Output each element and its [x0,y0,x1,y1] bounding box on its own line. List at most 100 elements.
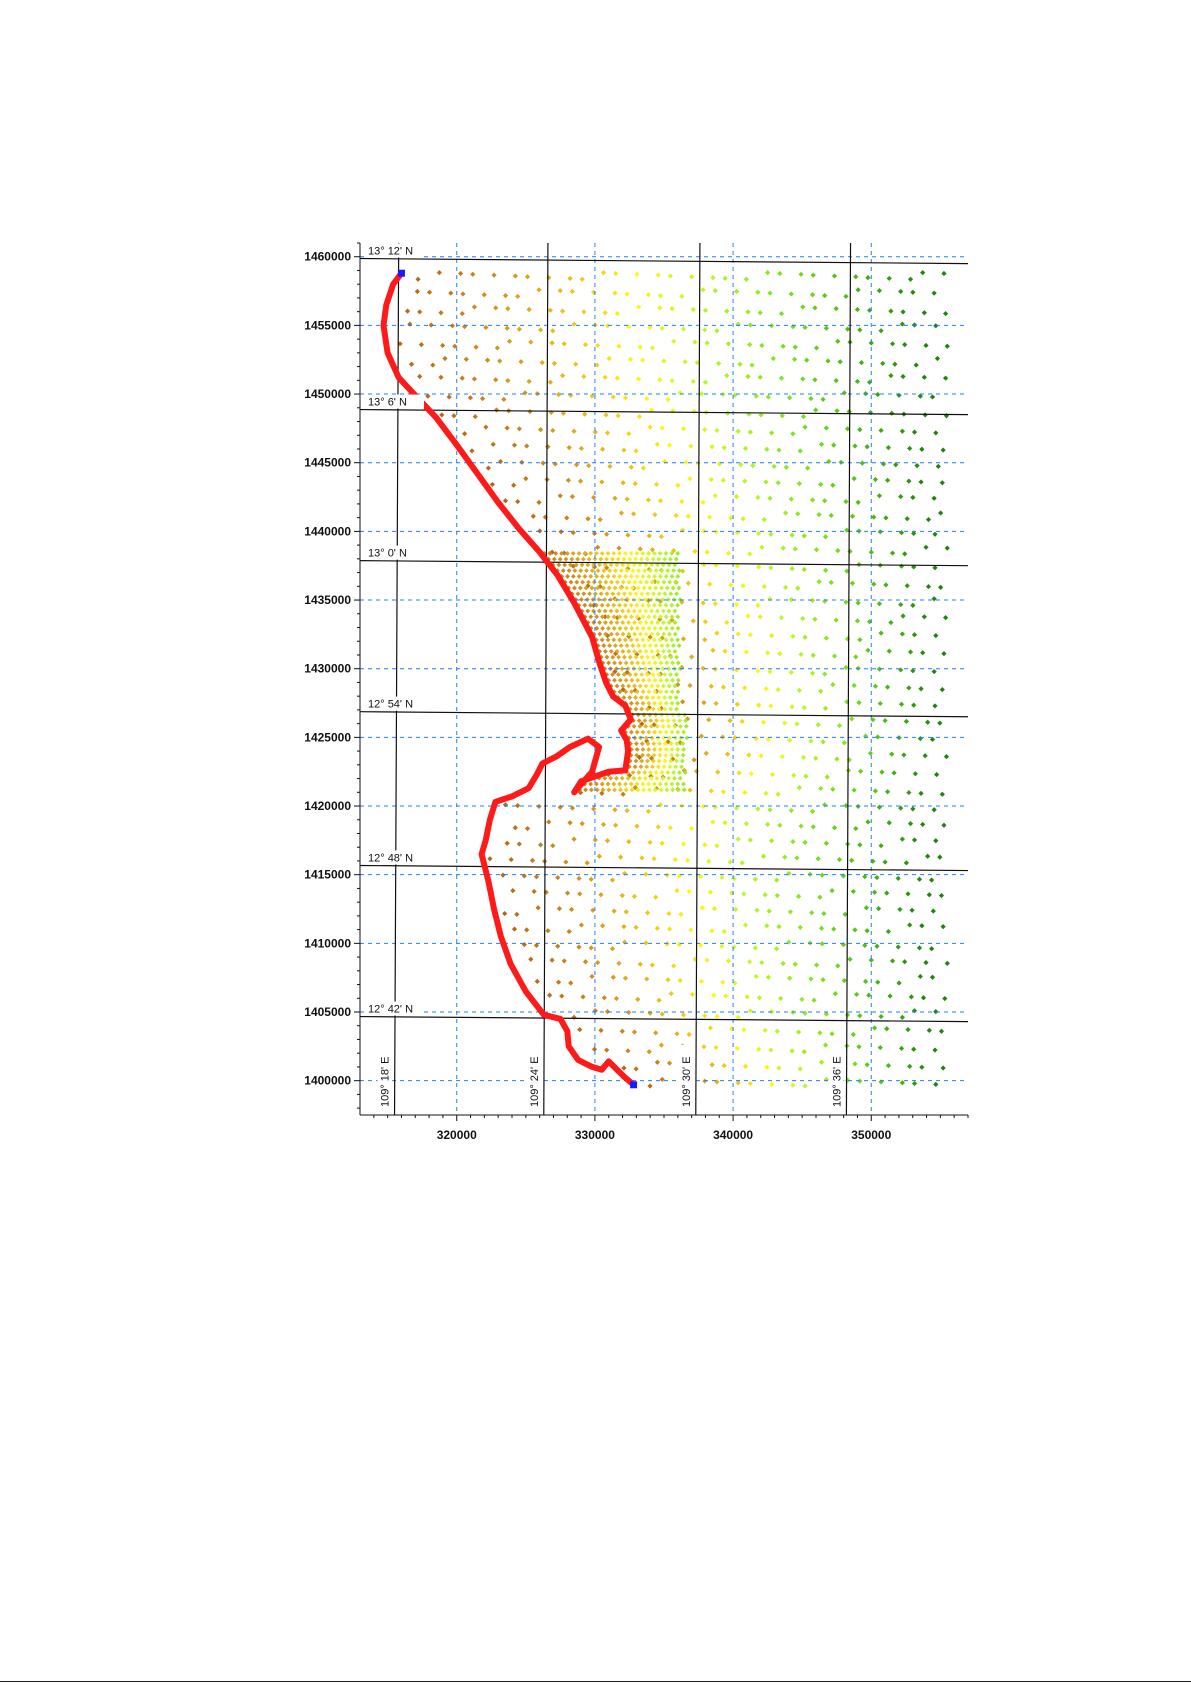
depth-point [552,461,558,467]
depth-point [548,409,554,416]
depth-point [769,1081,775,1087]
depth-point [622,870,628,877]
depth-point [633,924,639,931]
depth-point [577,585,583,591]
depth-point [889,958,896,964]
depth-point [602,620,608,625]
depth-point [812,305,818,311]
depth-point [483,424,489,430]
depth-point [853,654,859,660]
depth-point [918,686,924,692]
depth-point [681,781,686,787]
depth-point [795,893,802,899]
latitude-label-background [366,243,424,258]
depth-point [933,1081,939,1087]
depth-point [608,620,614,625]
depth-point [679,498,685,505]
depth-point [540,460,546,466]
depth-point [680,1012,687,1018]
depth-point [847,548,853,555]
longitude-label-background [678,1045,693,1109]
depth-point [484,357,491,363]
depth-point [802,634,808,640]
depth-point [931,807,937,813]
depth-point [604,1008,611,1015]
depth-point [885,1062,892,1069]
depth-point [676,873,682,879]
depth-point [621,447,627,453]
depth-point [834,756,840,762]
depth-point [657,292,664,299]
depth-point [680,741,686,747]
depth-point [931,596,937,602]
depth-point [657,574,663,579]
depth-point [646,637,652,643]
depth-point [900,613,906,619]
depth-point [778,310,785,317]
depth-point [857,427,863,433]
depth-point [804,465,811,471]
depth-point [759,544,765,550]
depth-point [553,550,559,556]
depth-point [933,323,939,329]
depth-point [643,608,649,614]
depth-point [713,529,719,535]
depth-point [908,994,914,1000]
depth-point [738,462,744,468]
depth-point [631,562,637,568]
depth-point [669,781,675,787]
depth-point [922,753,928,759]
depth-point [533,874,540,880]
depth-point [674,758,679,764]
depth-point [675,550,681,556]
depth-point [745,309,751,315]
depth-point [614,310,620,317]
latitude-line [360,1015,968,1023]
depth-point [580,579,586,585]
depth-point [657,752,663,758]
depth-point [666,910,672,917]
depth-point [816,579,822,585]
depth-point [646,533,652,539]
y-tick-label: 1445000 [304,456,351,470]
depth-point [407,321,413,327]
depth-point [577,478,584,484]
depth-point [549,340,555,346]
depth-point [673,695,679,700]
depth-point [637,723,643,729]
graticule-label-layer: 13° 12' N13° 6' N13° 0' N12° 54' N12° 48… [366,243,844,1109]
depth-point [618,585,624,591]
depth-point [786,939,792,945]
depth-point [652,787,658,793]
depth-point [820,739,826,745]
depth-point [858,360,865,366]
depth-point [652,637,657,643]
page-footer-rule [0,1681,1191,1682]
depth-point [524,927,530,933]
depth-point [620,480,626,486]
depth-point [727,718,733,724]
depth-point [632,764,638,770]
depth-point [547,379,554,385]
depth-point [658,677,664,683]
depth-point [618,568,624,574]
depth-point [581,373,587,380]
depth-point [704,340,710,346]
depth-point [698,874,704,880]
depth-point [711,992,717,998]
depth-point [614,608,620,614]
depth-point [665,643,671,649]
depth-point [933,1008,939,1015]
depth-point [788,807,794,814]
depth-point [568,906,575,913]
geographic-graticule [360,243,968,1115]
depth-point [646,614,652,620]
depth-point [675,637,681,643]
depth-point [871,1025,878,1031]
depth-point [854,991,860,998]
depth-point [910,806,916,812]
depth-point [646,1049,652,1055]
depth-point [659,425,665,431]
depth-point [757,614,763,620]
depth-point [648,718,654,724]
